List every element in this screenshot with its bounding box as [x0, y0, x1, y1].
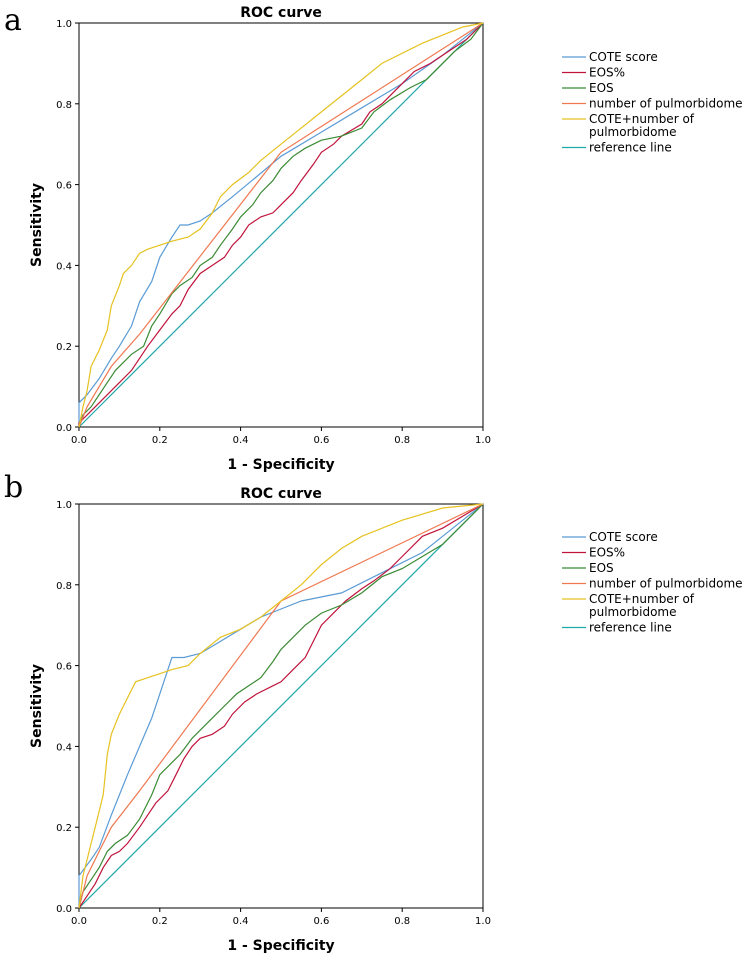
y-tick-label: 0.6 [56, 181, 72, 192]
series-line-eos [78, 503, 484, 909]
series-line-eos [78, 22, 484, 427]
x-tick-label: 0.2 [152, 916, 168, 927]
y-axis-label: Sensitivity [29, 183, 45, 267]
roc-chart-a: a ROC curve 0.0 0.2 0.4 0.6 0.8 1.0 0.0 0.2 0.4 0.6… [4, 3, 743, 473]
x-tick-label: 1.0 [475, 916, 491, 927]
y-tick-label: 0.2 [56, 823, 72, 834]
series-line-cote-number-of-pulmorbidome [78, 503, 484, 909]
y-tick-label: 0.6 [56, 662, 72, 673]
y-tick-label: 1.0 [56, 500, 72, 511]
plot-frame [78, 22, 484, 428]
legend-label: reference line [589, 141, 672, 155]
legend-label: COTE+number of pulmorbidome [589, 112, 695, 139]
series-line-reference-line [78, 22, 484, 428]
series-line-reference-line [78, 503, 484, 909]
legend-label: COTE score [589, 530, 658, 544]
y-tick-label: 0.4 [56, 742, 72, 753]
x-tick-label: 0.8 [394, 435, 410, 446]
y-axis-label: Sensitivity [29, 664, 45, 748]
legend-item-cote-score: COTE score [562, 530, 658, 544]
y-tick-label: 0.0 [56, 904, 72, 915]
legend-item-number-of-pulmorbidome: number of pulmorbidome [562, 577, 743, 591]
y-tick-label: 0.8 [56, 100, 72, 111]
legend-label: EOS% [589, 66, 625, 80]
series-line-cote-number-of-pulmorbidome [78, 22, 484, 428]
x-axis-label: 1 - Specificity [227, 457, 334, 473]
x-tick-label: 0.4 [233, 435, 249, 446]
legend-label: EOS% [589, 546, 625, 560]
legend-item-eos: EOS [562, 81, 614, 95]
panel-label: b [4, 470, 23, 505]
legend-item-eos: EOS% [562, 66, 625, 80]
x-tick-label: 0.0 [71, 435, 87, 446]
legend-item-number-of-pulmorbidome: number of pulmorbidome [562, 97, 743, 111]
series-line-eos [78, 22, 484, 428]
x-tick-label: 0.0 [71, 916, 87, 927]
y-tick-label: 1.0 [56, 19, 72, 30]
panel-label: a [4, 3, 22, 38]
legend-label: COTE+number of pulmorbidome [589, 592, 695, 619]
legend-label: reference line [589, 621, 672, 635]
y-tick-label: 0.4 [56, 261, 72, 272]
legend-item-reference-line: reference line [562, 141, 672, 155]
legend-item-eos: EOS% [562, 546, 625, 560]
legend-label: number of pulmorbidome [589, 97, 743, 111]
legend-label: EOS [589, 81, 614, 95]
y-tick-label: 0.0 [56, 423, 72, 434]
series-line-cote-score [78, 22, 484, 427]
series-line-eos [78, 503, 484, 909]
x-tick-label: 0.6 [313, 435, 329, 446]
chart-title: ROC curve [240, 5, 322, 21]
legend-item-cote-number-of-pulmorbidome: COTE+number of pulmorbidome [562, 112, 695, 139]
roc-chart-b: b ROC curve 0.0 0.2 0.4 0.6 0.8 1.0 0.0 0.2 0.4 0.6… [4, 470, 743, 954]
legend-item-cote-number-of-pulmorbidome: COTE+number of pulmorbidome [562, 592, 695, 619]
x-tick-label: 1.0 [475, 435, 491, 446]
y-tick-label: 0.8 [56, 581, 72, 592]
x-axis-label: 1 - Specificity [227, 938, 334, 954]
chart-title: ROC curve [240, 486, 322, 502]
legend-label: number of pulmorbidome [589, 577, 743, 591]
x-tick-label: 0.2 [152, 435, 168, 446]
x-tick-label: 0.6 [313, 916, 329, 927]
legend-item-reference-line: reference line [562, 621, 672, 635]
legend-item-eos: EOS [562, 561, 614, 575]
legend-item-cote-score: COTE score [562, 50, 658, 64]
x-tick-label: 0.4 [233, 916, 249, 927]
y-tick-label: 0.2 [56, 342, 72, 353]
legend-label: EOS [589, 561, 614, 575]
plot-frame [78, 503, 484, 909]
x-tick-label: 0.8 [394, 916, 410, 927]
series-line-number-of-pulmorbidome [78, 22, 484, 428]
legend-label: COTE score [589, 50, 658, 64]
